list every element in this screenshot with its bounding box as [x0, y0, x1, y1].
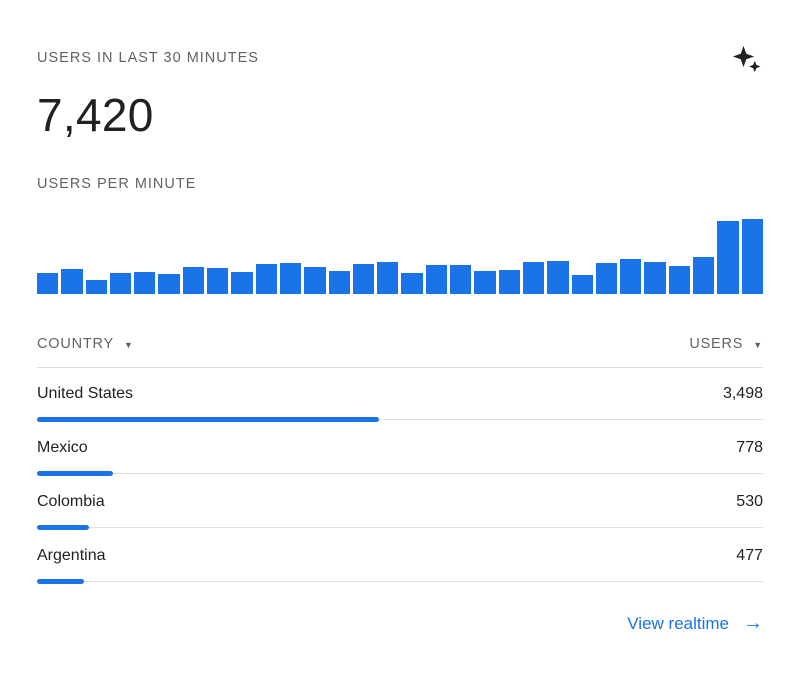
country-cell: Argentina — [37, 547, 106, 564]
table-row: Mexico 778 — [37, 422, 763, 476]
users-column-header[interactable]: USERS ▼ — [689, 336, 763, 352]
country-users-table: COUNTRY ▼ USERS ▼ United States 3,498 Mexi… — [37, 336, 763, 584]
users-per-minute-bar-chart — [37, 216, 763, 294]
chart-bar — [474, 270, 496, 294]
chart-bar — [182, 266, 205, 294]
chart-bar — [741, 218, 763, 294]
chart-bar — [498, 269, 520, 294]
country-cell: United States — [37, 385, 134, 402]
chart-bar — [61, 268, 83, 294]
chart-bar — [620, 258, 642, 294]
insights-sparkle-icon[interactable] — [731, 44, 761, 74]
chart-bar — [328, 270, 350, 294]
table-body: United States 3,498 Mexico 778 Colombia 530 Ar… — [37, 368, 763, 584]
chart-bar — [352, 263, 375, 294]
table-header-row: COUNTRY ▼ USERS ▼ — [37, 336, 763, 352]
country-column-label: COUNTRY — [37, 336, 115, 352]
chart-bar — [37, 272, 59, 294]
chart-bar — [401, 272, 423, 294]
chart-bar — [207, 267, 229, 294]
chart-bar — [377, 261, 399, 294]
chart-bar — [109, 272, 132, 294]
row-progress-bar — [37, 417, 763, 422]
users-last-30-minutes-value: 7,420 — [37, 89, 154, 141]
row-progress-bar — [37, 525, 763, 530]
users-per-minute-label: USERS PER MINUTE — [37, 176, 197, 192]
view-realtime-link[interactable]: View realtime → — [627, 612, 763, 634]
users-cell: 477 — [736, 547, 763, 564]
row-progress-bar — [37, 579, 763, 584]
chart-bar — [450, 264, 472, 294]
country-cell: Mexico — [37, 439, 88, 456]
users-cell: 3,498 — [722, 385, 763, 402]
chart-bar — [595, 262, 618, 294]
table-header-divider — [37, 367, 763, 368]
country-column-header[interactable]: COUNTRY ▼ — [37, 336, 134, 352]
chart-bar — [717, 220, 739, 294]
table-row: United States 3,498 — [37, 368, 763, 422]
chart-bar — [255, 263, 277, 294]
sort-dropdown-icon: ▼ — [753, 340, 763, 350]
chart-bar — [693, 256, 715, 294]
chart-bar — [547, 260, 569, 294]
chart-bar — [279, 262, 302, 294]
chart-bar — [571, 275, 593, 294]
sort-dropdown-icon: ▼ — [124, 340, 134, 350]
users-cell: 530 — [736, 493, 763, 510]
card-footer: View realtime → — [37, 612, 763, 634]
country-cell: Colombia — [37, 493, 105, 510]
chart-bar — [158, 273, 180, 294]
view-realtime-label: View realtime — [627, 614, 729, 633]
chart-bar — [304, 266, 326, 294]
chart-bar — [522, 261, 545, 294]
users-last-30-minutes-label: USERS IN LAST 30 MINUTES — [37, 50, 259, 66]
chart-bar — [644, 261, 666, 294]
table-row: Colombia 530 — [37, 476, 763, 530]
chart-bar — [668, 265, 691, 294]
users-cell: 778 — [736, 439, 763, 456]
chart-bar — [231, 271, 253, 294]
chart-bar — [425, 264, 448, 294]
users-column-label: USERS — [689, 336, 744, 352]
chart-bar — [85, 280, 107, 294]
table-row: Argentina 477 — [37, 530, 763, 584]
chart-bar — [134, 271, 156, 294]
row-progress-bar — [37, 471, 763, 476]
arrow-right-icon: → — [743, 612, 763, 634]
card-header: USERS IN LAST 30 MINUTES — [37, 44, 763, 74]
